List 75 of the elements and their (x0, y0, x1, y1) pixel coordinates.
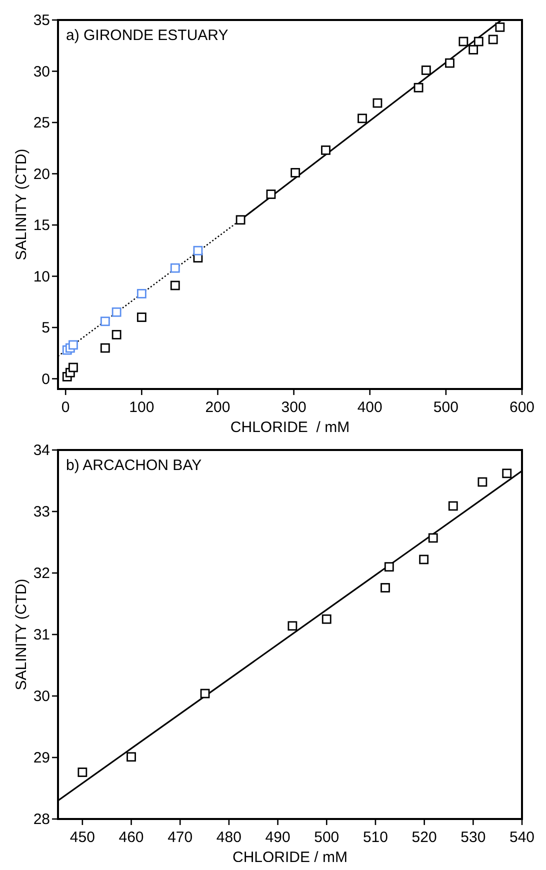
point (419, 554, 429, 564)
point (100, 316, 110, 326)
point (100, 343, 110, 353)
y-tick-label: 34 (33, 442, 50, 459)
point (68, 340, 78, 350)
x-tick-label: 510 (362, 829, 388, 846)
x-tick-label: 460 (118, 829, 144, 846)
point (448, 501, 458, 511)
y-tick-label: 35 (33, 12, 50, 29)
point (193, 246, 203, 256)
point (445, 58, 454, 68)
point (414, 82, 424, 92)
point (136, 312, 146, 322)
x-tick-label: 500 (314, 829, 340, 846)
y-tick-label: 15 (33, 217, 50, 234)
y-tick-label: 30 (33, 688, 50, 705)
x-tick-label: 400 (357, 399, 382, 416)
y-tick-label: 25 (33, 114, 50, 132)
point (358, 114, 367, 124)
point (288, 621, 298, 631)
point (495, 22, 505, 32)
x-tick-label: 600 (509, 399, 535, 416)
point (421, 66, 431, 75)
x-tick-label: 200 (205, 399, 230, 416)
y-tick-label: 33 (33, 504, 50, 520)
point (290, 168, 300, 178)
x-tick-label: 480 (216, 829, 242, 846)
point (112, 330, 122, 340)
point (266, 190, 276, 199)
y-tick-label: 31 (33, 626, 50, 644)
text: b) ARCACHON BAY (66, 457, 202, 474)
point (380, 583, 390, 592)
x-tick-label: 530 (460, 829, 486, 846)
point (474, 36, 484, 46)
x-tick-label: 500 (433, 399, 458, 416)
x-tick-label: 520 (412, 829, 437, 846)
point (478, 477, 488, 487)
point (321, 145, 330, 155)
x-tick-label: 450 (70, 829, 95, 846)
point (68, 362, 78, 372)
x-tick-label: 470 (168, 829, 193, 846)
point (136, 288, 146, 298)
point (488, 34, 498, 44)
x-tick-label: 300 (281, 399, 306, 416)
y-tick-label: 30 (33, 63, 50, 80)
point (200, 688, 210, 698)
y-tick-label: 5 (42, 320, 50, 336)
text: a) GIRONDE ESTUARY (66, 27, 228, 44)
y-tick-label: 32 (33, 565, 50, 582)
y-tick-label: 29 (33, 750, 50, 766)
y-tick-label: 0 (42, 370, 50, 388)
point (112, 307, 122, 317)
point (126, 752, 136, 762)
point (502, 468, 512, 478)
x-axis-title: CHLORIDE / mM (232, 849, 348, 866)
point (428, 533, 438, 543)
x-tick-label: 540 (509, 829, 535, 846)
point (170, 280, 180, 290)
point (322, 614, 332, 624)
y-tick-label: 28 (33, 811, 50, 828)
y-axis-title: SALINITY (CTD) (13, 148, 30, 260)
point (384, 562, 394, 572)
point (458, 36, 468, 46)
x-tick-label: 0 (61, 399, 70, 416)
x-tick-label: 100 (129, 399, 154, 416)
point (78, 768, 88, 777)
y-axis-title: SALINITY (CTD) (13, 578, 30, 690)
point (468, 45, 478, 54)
y-tick-label: 10 (33, 268, 50, 286)
x-axis-title: CHLORIDE / mM (230, 419, 350, 436)
point (372, 98, 382, 108)
point (170, 263, 180, 273)
point (236, 215, 246, 225)
x-tick-label: 490 (265, 829, 290, 846)
y-tick-label: 20 (33, 166, 50, 183)
